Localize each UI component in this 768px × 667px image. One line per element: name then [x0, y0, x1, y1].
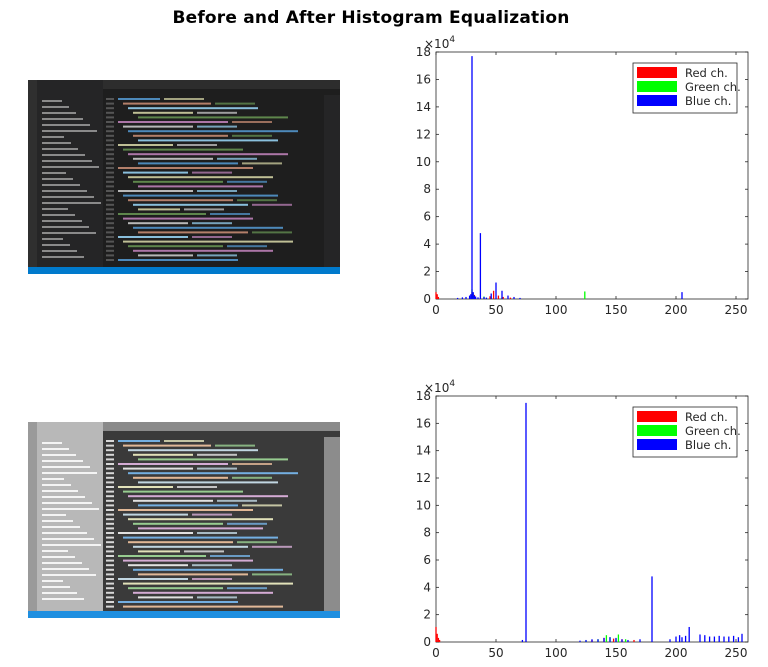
y-tick-label: 0 [423, 292, 431, 306]
x-tick-label: 250 [725, 303, 748, 317]
y-tick-label: 16 [416, 72, 431, 86]
legend-swatch [637, 67, 677, 78]
legend: Red ch.Green ch.Blue ch. [632, 62, 741, 114]
y-tick-label: 4 [423, 237, 431, 251]
before-screenshot [28, 80, 340, 274]
y-tick-label: 12 [416, 127, 431, 141]
before-screenshot-image [28, 80, 340, 274]
x-tick-label: 200 [665, 303, 688, 317]
legend-label: Green ch. [685, 80, 741, 94]
y-tick-label: 6 [423, 210, 431, 224]
after-screenshot-image [28, 422, 340, 618]
y-exponent-label: ×104 [424, 35, 455, 51]
series-blue-ch [456, 56, 683, 299]
y-tick-label: 14 [416, 100, 431, 114]
x-tick-label: 150 [605, 303, 628, 317]
legend-swatch [637, 81, 677, 92]
after-screenshot [28, 422, 340, 618]
legend-swatch [637, 95, 677, 106]
legend-label: Blue ch. [685, 94, 731, 108]
y-tick-label: 8 [423, 182, 431, 196]
legend-label: Red ch. [685, 66, 728, 80]
y-tick-label: 2 [423, 265, 431, 279]
figure-title: Before and After Histogram Equalization [172, 8, 570, 28]
x-tick-label: 100 [545, 303, 568, 317]
x-tick-label: 0 [432, 303, 440, 317]
y-tick-label: 10 [416, 155, 431, 169]
x-tick-label: 50 [488, 303, 503, 317]
y-tick-label: 18 [416, 45, 431, 59]
